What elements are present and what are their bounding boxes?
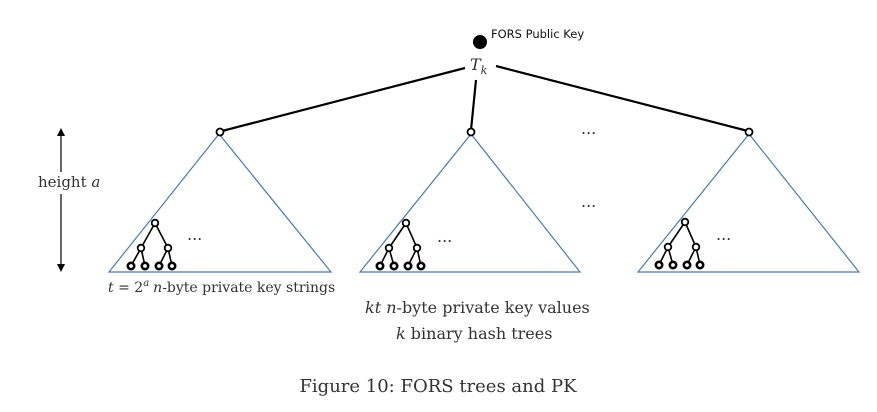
hash-trees-caption: k binary hash trees (396, 324, 552, 343)
tree-outline (107, 133, 333, 273)
hash-tree-1: ... (107, 127, 333, 273)
tree1-caption: t = 2a n-byte private key strings (108, 278, 335, 296)
root-label: FORS Public Key (491, 27, 584, 41)
root-edge-tree2 (469, 79, 478, 131)
height-label: height a (38, 173, 100, 191)
tree-root-node (744, 127, 754, 137)
tree2-ellipsis: ... (437, 227, 452, 246)
tree3-ellipsis: ... (716, 225, 731, 244)
root-edge-tree1 (221, 66, 466, 133)
hash-tree-2: ... (358, 127, 582, 273)
mini-subtree (126, 218, 177, 271)
root-node-label: Tk (470, 55, 488, 77)
tree-root-node (466, 127, 476, 137)
hash-tree-3: ... (636, 127, 861, 273)
mini-subtree (654, 217, 705, 270)
private-key-values-caption: kt n-byte private key values (365, 298, 590, 317)
mid-ellipsis: ... (581, 192, 596, 211)
mini-subtree (375, 218, 426, 271)
tree-outline (636, 133, 861, 273)
root-edge-tree3 (495, 64, 749, 133)
tree-root-node (215, 127, 225, 137)
tree-outline (358, 133, 582, 273)
top-ellipsis: ... (581, 119, 596, 138)
tree1-ellipsis: ... (187, 225, 202, 244)
figure-caption: Figure 10: FORS trees and PK (299, 376, 577, 397)
root-edges (221, 64, 749, 133)
root-node (473, 35, 487, 49)
